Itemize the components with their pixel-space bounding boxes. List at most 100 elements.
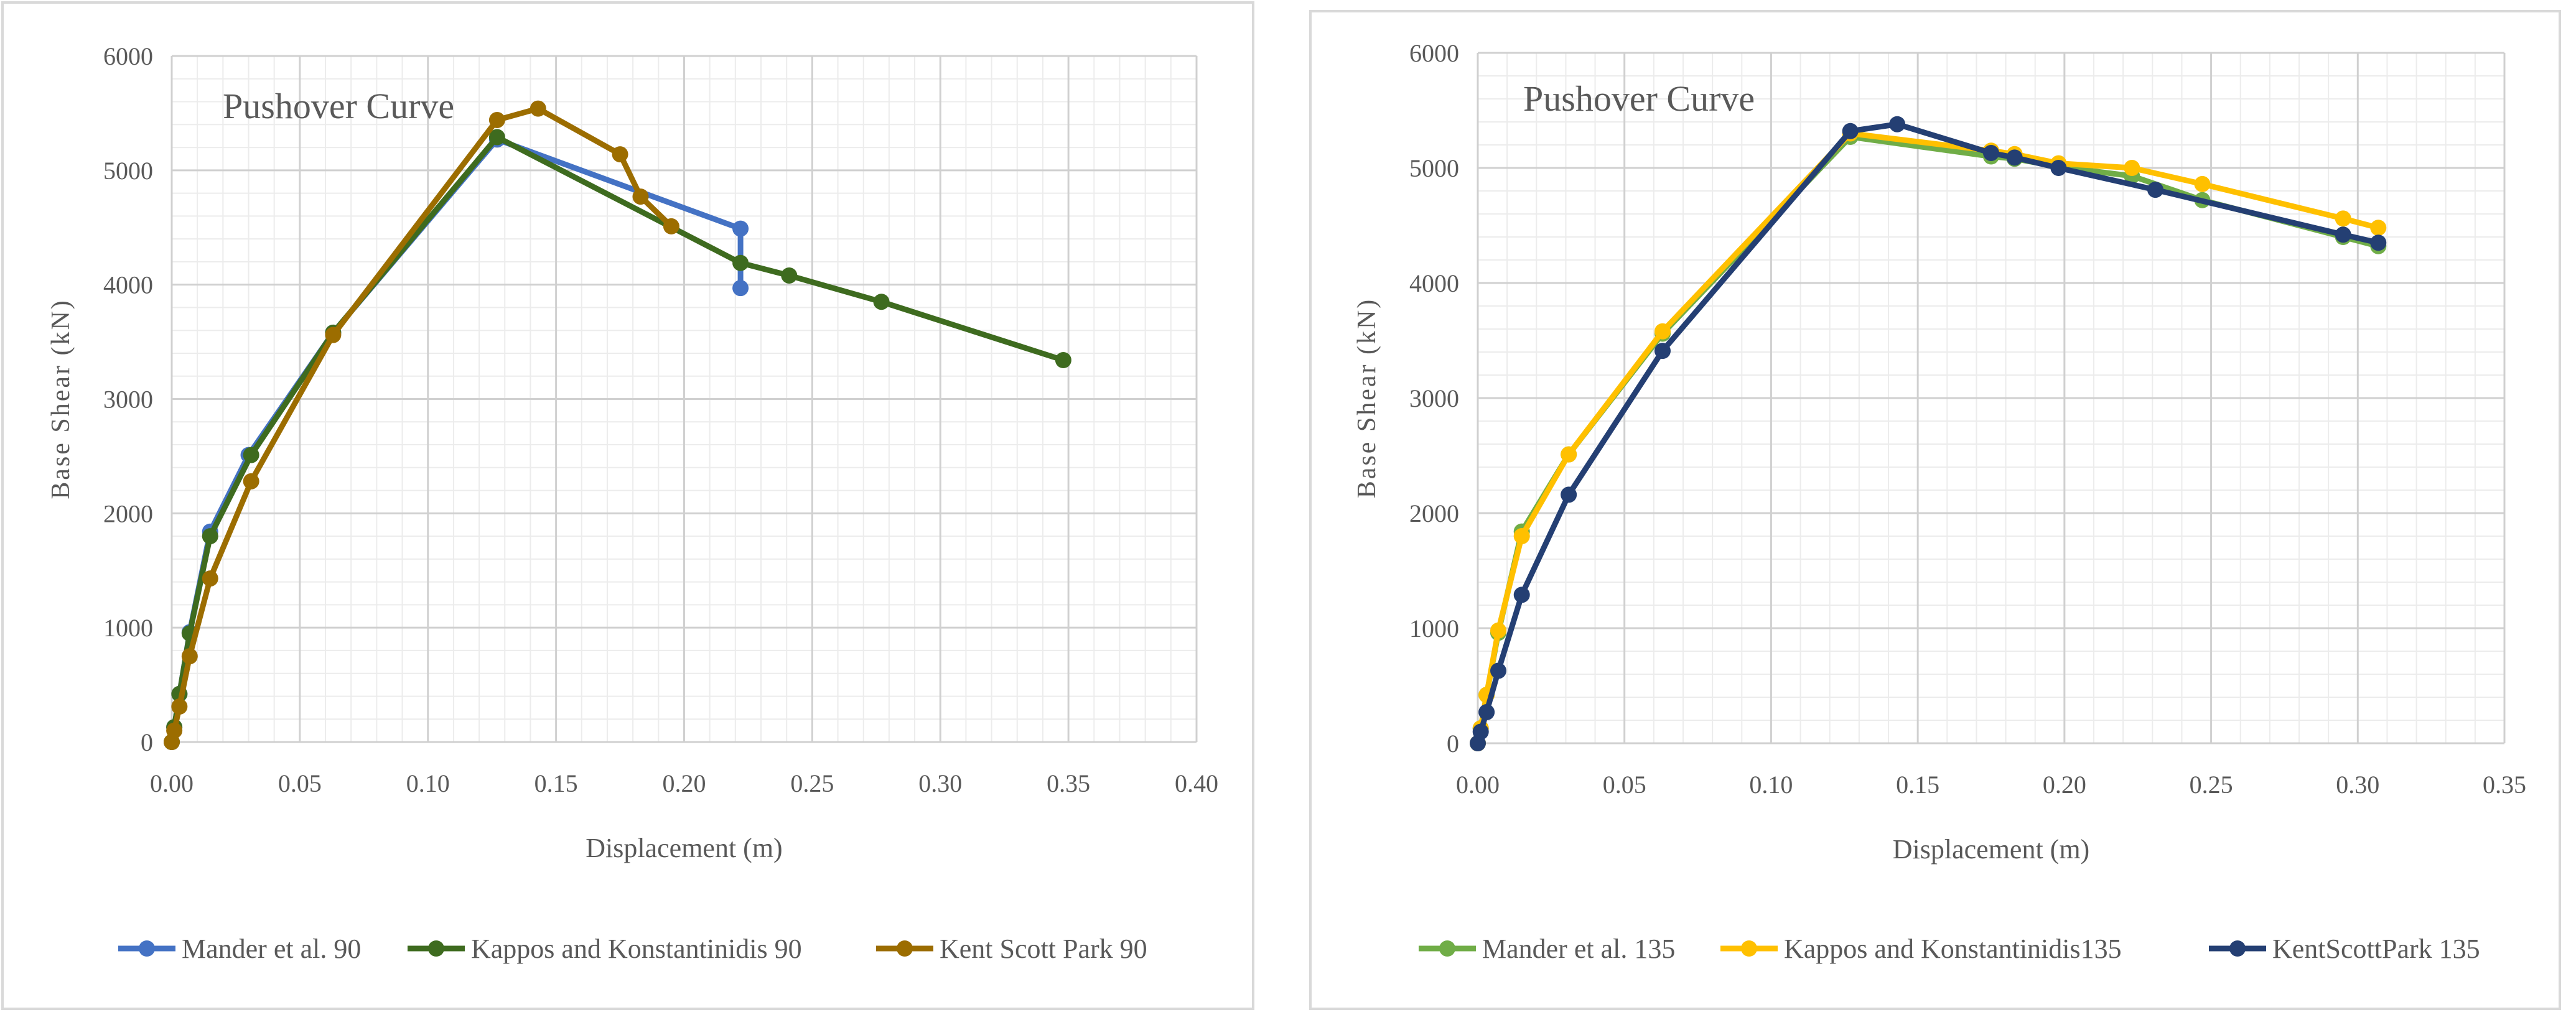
x-tick-label: 0.00 xyxy=(1456,771,1500,799)
data-point xyxy=(1889,116,1906,132)
pushover-chart-90: 0.00 0.05 0.10 0.15 0.20 0.25 0.30 0.35 0.40 0 100… xyxy=(0,0,1257,1020)
legend-swatch-marker xyxy=(2229,940,2246,957)
chart-title: Pushover Curve xyxy=(1523,78,1755,119)
data-point xyxy=(530,100,546,117)
data-point xyxy=(663,218,679,234)
data-point xyxy=(2147,182,2163,198)
y-tick-label: 6000 xyxy=(103,42,153,70)
data-point xyxy=(732,280,749,297)
chart-title: Pushover Curve xyxy=(223,86,454,126)
x-tick-label: 0.05 xyxy=(278,769,322,797)
x-tick-label: 0.25 xyxy=(2190,771,2233,799)
data-point xyxy=(2006,149,2023,166)
data-point xyxy=(2370,234,2387,251)
legend-swatch-marker xyxy=(1741,940,1757,957)
chart-border xyxy=(1309,10,2561,1010)
legend-label: Kent Scott Park 90 xyxy=(940,934,1147,964)
legend: Mander et al. 135 Kappos and Konstantinid… xyxy=(1419,934,2480,964)
data-point xyxy=(243,447,259,463)
legend-swatch-marker xyxy=(139,940,155,957)
data-point xyxy=(1654,323,1671,340)
legend-item: Mander et al. 90 xyxy=(118,934,361,964)
x-tick-label: 0.00 xyxy=(150,769,194,797)
legend: Mander et al. 90 Kappos and Konstantinidi… xyxy=(118,934,1147,964)
x-axis-label: Displacement (m) xyxy=(1893,834,2089,865)
legend-item: Mander et al. 135 xyxy=(1419,934,1675,964)
x-tick-label: 0.15 xyxy=(534,769,578,797)
x-tick-label: 0.20 xyxy=(663,769,706,797)
x-tick-label: 0.10 xyxy=(406,769,450,797)
data-point xyxy=(2050,160,2067,176)
y-tick-label: 6000 xyxy=(1409,39,1459,67)
legend-label: KentScottPark 135 xyxy=(2272,934,2480,964)
x-tick-label: 0.05 xyxy=(1603,771,1646,799)
y-tick-label: 1000 xyxy=(1409,615,1459,642)
data-point xyxy=(1055,351,1071,368)
legend-item: Kent Scott Park 90 xyxy=(876,934,1147,964)
data-point xyxy=(612,146,628,163)
data-point xyxy=(1513,587,1530,603)
chart-svg-135: 0.00 0.05 0.10 0.15 0.20 0.25 0.30 0.35 0 1000 200… xyxy=(1309,10,2561,1010)
x-tick-label: 0.15 xyxy=(1896,771,1939,799)
x-tick-label: 0.30 xyxy=(918,769,962,797)
y-axis-label: Base Shear (kN) xyxy=(47,299,75,499)
y-tick-label: 2000 xyxy=(1409,499,1459,527)
y-tick-label: 3000 xyxy=(1409,384,1459,412)
x-tick-label: 0.25 xyxy=(790,769,834,797)
data-point xyxy=(1842,123,1859,139)
legend-item: KentScottPark 135 xyxy=(2209,934,2480,964)
data-point xyxy=(1490,622,1506,639)
data-point xyxy=(2124,160,2140,176)
data-point xyxy=(2335,226,2351,243)
x-tick-label: 0.10 xyxy=(1749,771,1793,799)
x-tick-label: 0.20 xyxy=(2043,771,2086,799)
legend-label: Kappos and Konstantinidis 90 xyxy=(471,934,802,964)
y-tick-label: 5000 xyxy=(1409,154,1459,182)
y-tick-label: 0 xyxy=(1447,730,1459,758)
y-tick-label: 0 xyxy=(141,728,153,756)
legend-label: Mander et al. 135 xyxy=(1482,934,1675,964)
x-tick-label: 0.35 xyxy=(1047,769,1090,797)
series-3 xyxy=(164,100,679,750)
major-grid xyxy=(1477,52,2506,744)
legend-item: Kappos and Konstantinidis135 xyxy=(1720,934,2122,964)
legend-swatch-marker xyxy=(1439,940,1455,957)
data-point xyxy=(202,570,218,587)
data-point xyxy=(2335,210,2351,227)
data-point xyxy=(732,220,749,237)
data-point xyxy=(1478,704,1495,721)
data-point xyxy=(166,722,183,739)
data-point xyxy=(171,698,188,715)
legend-item: Kappos and Konstantinidis 90 xyxy=(408,934,802,964)
data-point xyxy=(1472,723,1489,740)
data-point xyxy=(325,327,342,343)
legend-label: Kappos and Konstantinidis135 xyxy=(1784,934,2122,964)
data-point xyxy=(732,254,749,271)
legend-swatch-marker xyxy=(428,940,444,957)
series-3 xyxy=(1470,116,2387,751)
y-tick-label: 4000 xyxy=(1409,269,1459,297)
data-point xyxy=(781,267,798,284)
x-tick-label: 0.35 xyxy=(2483,771,2526,799)
data-point xyxy=(1490,662,1506,679)
data-point xyxy=(488,129,505,146)
x-tick-label: 0.40 xyxy=(1175,769,1218,797)
y-tick-label: 2000 xyxy=(103,499,153,527)
data-point xyxy=(202,528,218,545)
data-point xyxy=(1654,343,1671,359)
chart-svg-90: 0.00 0.05 0.10 0.15 0.20 0.25 0.30 0.35 0.40 0 100… xyxy=(1,1,1254,1010)
y-tick-label: 3000 xyxy=(103,386,153,414)
data-point xyxy=(1561,446,1577,463)
data-point xyxy=(2370,220,2387,236)
data-point xyxy=(2194,175,2211,192)
data-point xyxy=(1983,144,1999,161)
legend-label: Mander et al. 90 xyxy=(182,934,361,964)
data-point xyxy=(181,648,198,665)
pushover-chart-135: 0.00 0.05 0.10 0.15 0.20 0.25 0.30 0.35 0 1000 200… xyxy=(1307,0,2564,1020)
y-axis-label: Base Shear (kN) xyxy=(1353,298,1381,499)
data-point xyxy=(632,188,649,205)
legend-swatch-marker xyxy=(897,940,913,957)
major-grid xyxy=(170,55,1198,743)
x-tick-label: 0.30 xyxy=(2336,771,2379,799)
data-point xyxy=(1513,528,1530,544)
